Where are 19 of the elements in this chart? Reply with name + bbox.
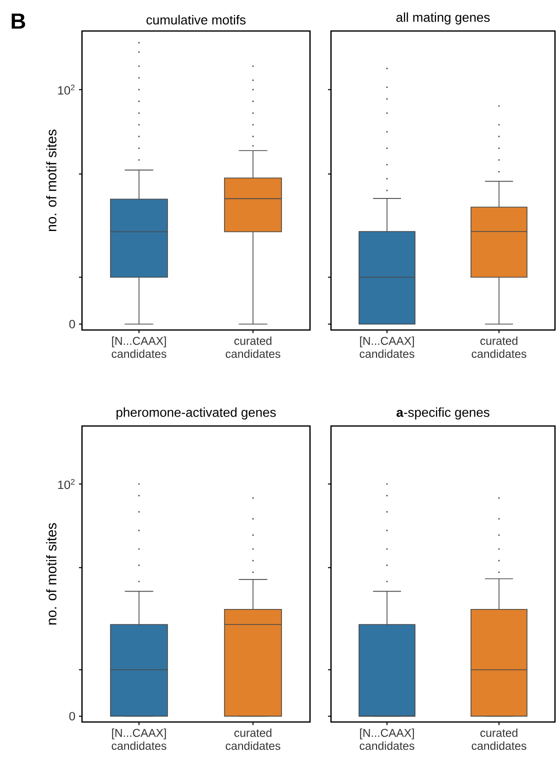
- x-tick-label: [N...CAAX] candidates: [360, 728, 414, 750]
- x-tick-label: curated candidates: [472, 728, 526, 750]
- text: B: [12, 14, 26, 29]
- chart-title: pheromone-activated genes: [116, 407, 276, 420]
- chart-title: all mating genes: [396, 12, 490, 24]
- x-tick-label: curated candidates: [226, 728, 280, 750]
- y-tick-label: 10$^{2}$: [58, 479, 75, 490]
- y-axis-title: no. of motif sites: [46, 130, 56, 231]
- x-tick-label: curated candidates: [472, 336, 526, 358]
- y-tick-label: 0: [69, 320, 76, 328]
- x-tick-label: [N...CAAX] candidates: [112, 728, 166, 750]
- chart-title: a-specific genes: [396, 407, 490, 420]
- y-tick-label: 10$^{2}$: [58, 84, 75, 95]
- y-axis-title: no. of motif sites: [46, 523, 56, 624]
- x-tick-label: [N...CAAX] candidates: [112, 336, 166, 358]
- y-tick-label: 0: [69, 712, 76, 720]
- chart-title: cumulative motifs: [146, 14, 246, 24]
- x-tick-label: [N...CAAX] candidates: [360, 336, 414, 358]
- x-tick-label: curated candidates: [226, 336, 280, 358]
